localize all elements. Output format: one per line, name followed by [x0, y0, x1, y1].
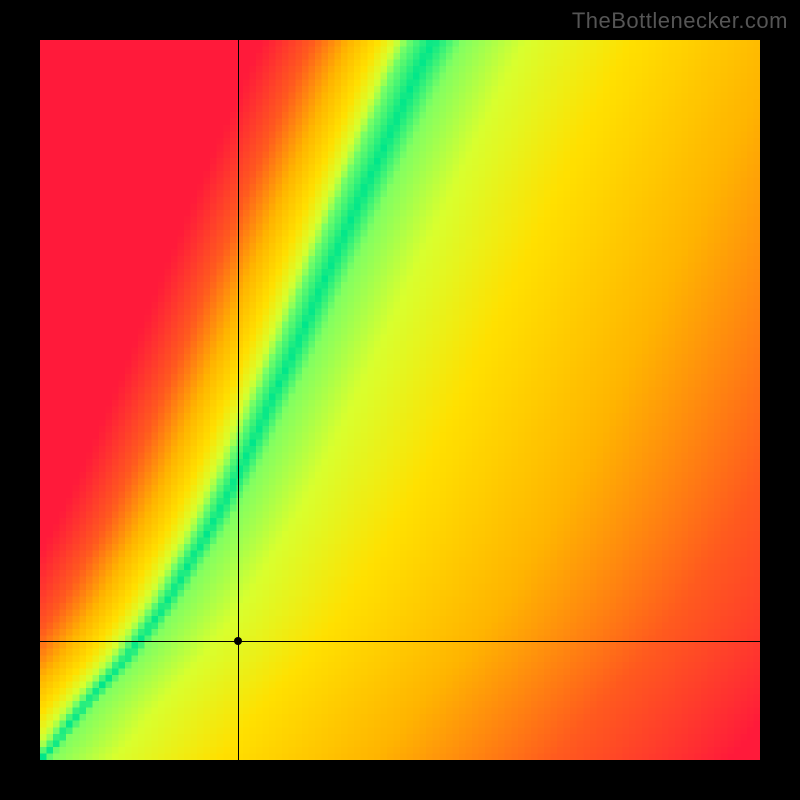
- crosshair-horizontal: [40, 641, 760, 642]
- heatmap-chart: [40, 40, 760, 760]
- heatmap-canvas: [40, 40, 760, 760]
- crosshair-vertical: [238, 40, 239, 760]
- marker-dot: [234, 637, 242, 645]
- watermark-text: TheBottlenecker.com: [572, 8, 788, 34]
